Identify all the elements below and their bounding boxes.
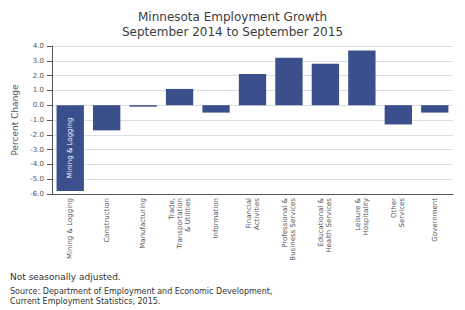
svg-text:-1.0: -1.0 bbox=[30, 116, 44, 124]
svg-text:Not seasonally adjusted.: Not seasonally adjusted. bbox=[10, 272, 121, 282]
svg-text:Other: Other bbox=[390, 198, 398, 218]
svg-text:2.0: 2.0 bbox=[33, 72, 44, 80]
svg-text:Information: Information bbox=[212, 198, 220, 239]
svg-text:3.0: 3.0 bbox=[33, 57, 44, 65]
svg-text:Trade,: Trade, bbox=[168, 198, 176, 220]
svg-text:Business Services: Business Services bbox=[289, 198, 297, 261]
svg-text:1.0: 1.0 bbox=[33, 86, 44, 94]
svg-text:Mining & Logging: Mining & Logging bbox=[66, 198, 74, 259]
svg-text:Manufacturing: Manufacturing bbox=[139, 198, 147, 249]
svg-text:Health Services: Health Services bbox=[325, 198, 333, 253]
svg-text:Transportation: Transportation bbox=[176, 198, 184, 250]
svg-text:Professional &: Professional & bbox=[281, 197, 289, 247]
svg-text:Minnesota Employment Growth: Minnesota Employment Growth bbox=[138, 10, 327, 24]
svg-text:Activities: Activities bbox=[253, 198, 261, 230]
svg-text:Leisure &: Leisure & bbox=[354, 197, 362, 230]
svg-text:4.0: 4.0 bbox=[33, 42, 44, 50]
svg-text:Financial: Financial bbox=[245, 198, 253, 229]
svg-text:Current Employment Statistics,: Current Employment Statistics, 2015. bbox=[10, 297, 160, 306]
svg-text:Source: Department of Employme: Source: Department of Employment and Eco… bbox=[10, 287, 272, 296]
svg-text:September 2014 to September 20: September 2014 to September 2015 bbox=[122, 25, 343, 39]
svg-text:-5.0: -5.0 bbox=[30, 175, 44, 183]
svg-text:-6.0: -6.0 bbox=[30, 190, 44, 198]
svg-text:Hospitality: Hospitality bbox=[362, 198, 370, 235]
svg-text:Government: Government bbox=[431, 198, 439, 242]
svg-text:Mining & Logging: Mining & Logging bbox=[66, 118, 74, 179]
svg-text:Educational &: Educational & bbox=[317, 197, 325, 246]
svg-text:-2.0: -2.0 bbox=[30, 131, 44, 139]
svg-text:-4.0: -4.0 bbox=[30, 160, 44, 168]
svg-text:Construction: Construction bbox=[103, 198, 111, 243]
svg-text:& Utilities: & Utilities bbox=[184, 198, 192, 232]
svg-text:Percent Change: Percent Change bbox=[10, 84, 20, 156]
svg-text:Services: Services bbox=[398, 198, 406, 228]
svg-text:0.0: 0.0 bbox=[33, 101, 44, 109]
svg-text:-3.0: -3.0 bbox=[30, 146, 44, 154]
